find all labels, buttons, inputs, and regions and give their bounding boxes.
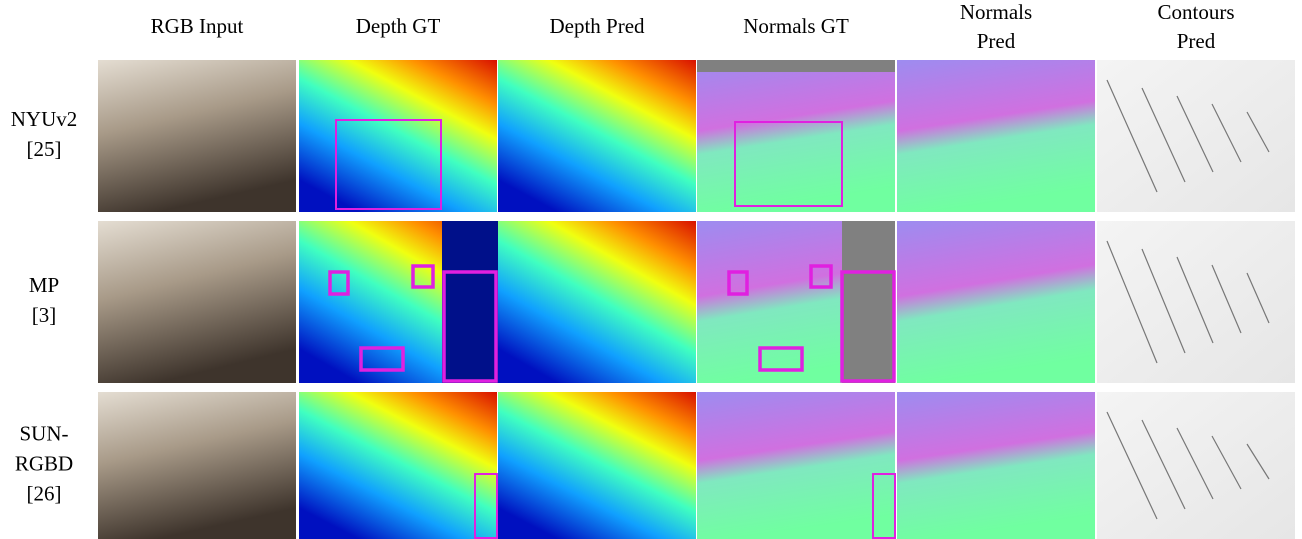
image-panel	[98, 221, 296, 383]
column-header: Pred	[977, 29, 1016, 53]
row-label: NYUv2	[11, 107, 78, 131]
column-header: RGB Input	[151, 14, 244, 38]
image-panel	[897, 221, 1095, 383]
column-header: Pred	[1177, 29, 1216, 53]
row-label: [25]	[27, 137, 62, 161]
image-panel	[299, 60, 497, 212]
image-grid	[98, 60, 1295, 539]
row-label: RGBD	[15, 451, 73, 475]
column-header: Depth GT	[356, 14, 441, 38]
invalid-region	[842, 221, 895, 383]
image-panel	[498, 392, 696, 539]
image-panel	[498, 60, 696, 212]
image-panel	[98, 392, 296, 539]
image-panel	[498, 221, 696, 383]
figure: RGB Input Depth GT Depth Pred Normals GT Nor…	[0, 0, 1302, 539]
column-header: Contours	[1157, 0, 1234, 24]
image-panel	[897, 60, 1095, 212]
row-label: SUN-	[19, 421, 68, 445]
invalid-region	[442, 221, 498, 383]
image-panel	[98, 60, 296, 212]
row-label: [26]	[27, 481, 62, 505]
invalid-region	[697, 60, 895, 72]
column-header: Normals	[960, 0, 1032, 24]
column-header: Normals GT	[743, 14, 849, 38]
column-header: Depth Pred	[549, 14, 645, 38]
row-label: MP	[29, 273, 59, 297]
row-label: [3]	[32, 303, 57, 327]
image-panel	[697, 60, 895, 212]
image-panel	[697, 392, 895, 539]
image-panel	[897, 392, 1095, 539]
image-panel	[299, 392, 497, 539]
